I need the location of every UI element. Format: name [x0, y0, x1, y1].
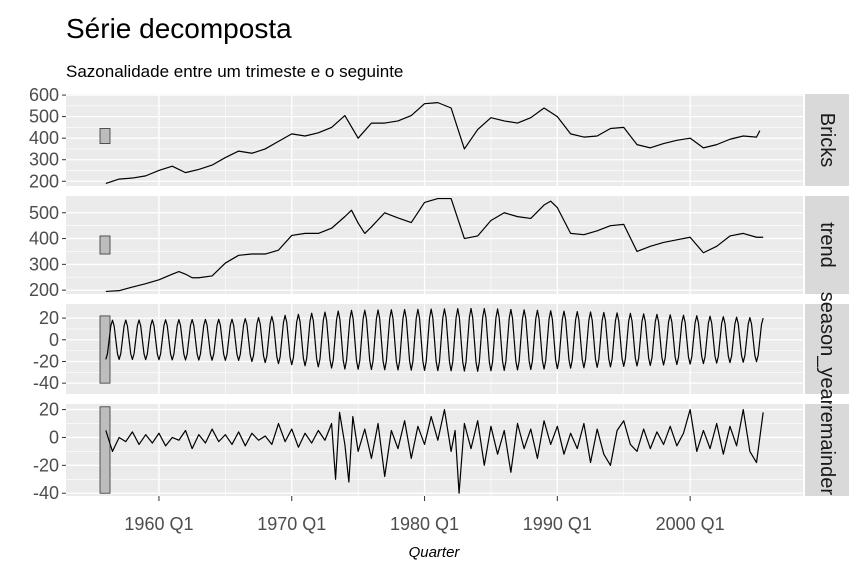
scale-bar [99, 315, 111, 384]
scale-bar [99, 406, 111, 494]
series-line-remainder [105, 408, 764, 494]
panel-background [66, 404, 803, 496]
y-tick-label: 0 [49, 427, 59, 447]
x-tick-label: 1970 Q1 [257, 514, 326, 534]
x-axis-label: Quarter [409, 544, 461, 561]
y-tick-label: 20 [39, 308, 59, 328]
strip-label: Bricks [816, 113, 838, 167]
strip-background [805, 196, 849, 294]
y-tick-label: 0 [49, 330, 59, 350]
y-tick-label: 200 [29, 280, 59, 300]
series-line-Bricks [105, 102, 761, 184]
panel-remainder: -40 -20 0 20 remainder [33, 400, 849, 503]
series-line-season_year [105, 307, 764, 372]
strip-background [805, 94, 849, 186]
y-tick-label: 300 [29, 254, 59, 274]
y-tick-label: 400 [29, 128, 59, 148]
strip-label: trend [816, 222, 838, 268]
strip-background [805, 304, 849, 394]
y-tick-label: 500 [29, 203, 59, 223]
panels-group: 200300400500600Bricks200300400500trend-4… [29, 85, 849, 503]
y-tick-label: 400 [29, 229, 59, 249]
x-tick-label: 2000 Q1 [656, 514, 725, 534]
y-tick-label: 300 [29, 150, 59, 170]
x-axis: 1960 Q1 1970 Q1 1980 Q1 1990 Q1 2000 Q1 [124, 496, 725, 534]
scale-bar [99, 128, 111, 144]
panel-trend: 200 300 400 500 trend [29, 196, 849, 300]
strip-label: remainder [816, 405, 838, 495]
y-tick-label: -40 [33, 483, 59, 503]
y-tick-label: -40 [33, 373, 59, 393]
chart-title: Série decomposta [66, 13, 292, 44]
y-tick-label: 200 [29, 171, 59, 191]
series-line-trend [105, 197, 764, 293]
x-tick-label: 1960 Q1 [124, 514, 193, 534]
strip-background [805, 404, 849, 496]
strip-label: season_year [816, 292, 838, 407]
y-tick-label: 600 [29, 85, 59, 105]
panel-background [66, 304, 803, 394]
x-tick-label: 1980 Q1 [390, 514, 459, 534]
y-tick-label: -20 [33, 351, 59, 371]
scale-bar [99, 235, 111, 255]
y-tick-label: 500 [29, 107, 59, 127]
y-tick-label: -20 [33, 455, 59, 475]
x-tick-label: 1990 Q1 [523, 514, 592, 534]
panel-background [66, 196, 803, 294]
y-tick-label: 20 [39, 400, 59, 420]
chart-subtitle: Sazonalidade entre um trimeste e o segui… [66, 62, 403, 81]
